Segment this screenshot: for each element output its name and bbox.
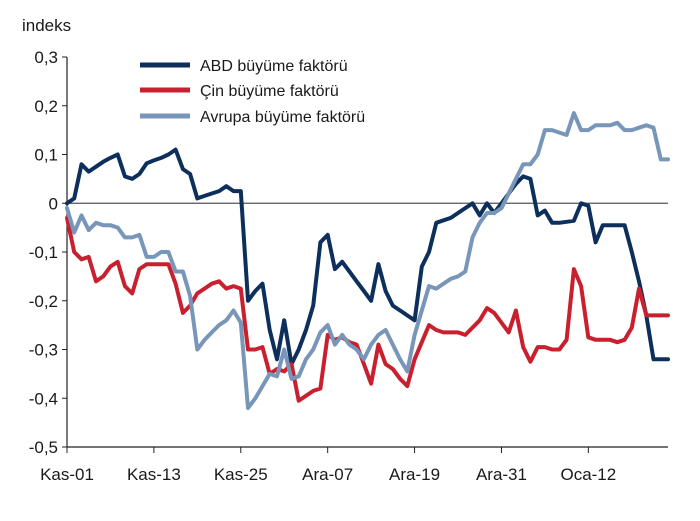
unit-label: indeks — [22, 16, 71, 35]
axes: -0,5 -0,4 -0,3 -0,2 -0,1 0 0,1 0,2 0,3 Kas-01 Kas-… — [29, 48, 668, 484]
legend-label: ABD büyüme faktörü — [200, 58, 348, 75]
x-tick-label: Kas-25 — [214, 465, 268, 484]
y-tick-label: 0 — [49, 194, 58, 213]
y-tick-label: -0,4 — [29, 389, 58, 408]
y-tick-label: -0,3 — [29, 341, 58, 360]
y-tick-label: 0,1 — [34, 146, 58, 165]
y-tick-label: 0,2 — [34, 97, 58, 116]
y-tick-label: -0,2 — [29, 292, 58, 311]
x-tick-label: Ara-07 — [302, 465, 353, 484]
y-tick-label: -0,1 — [29, 243, 58, 262]
legend-label: Avrupa büyüme faktörü — [200, 109, 365, 126]
y-tick-label: 0,3 — [34, 48, 58, 67]
y-tick-label: -0,5 — [29, 438, 58, 457]
x-tick-label: Kas-01 — [40, 465, 94, 484]
x-tick-label: Oca-12 — [560, 465, 616, 484]
legend-label: Çin büyüme faktörü — [200, 83, 339, 100]
x-tick-label: Ara-19 — [389, 465, 440, 484]
series-line-abd — [65, 147, 670, 367]
x-tick-label: Kas-13 — [127, 465, 181, 484]
series-line-cin — [65, 215, 670, 403]
legend: ABD büyüme faktörü Çin büyüme faktörü Avru… — [140, 58, 365, 126]
x-tick-label: Ara-31 — [476, 465, 527, 484]
series-line-avrupa — [65, 111, 670, 410]
series-layer — [65, 111, 670, 410]
